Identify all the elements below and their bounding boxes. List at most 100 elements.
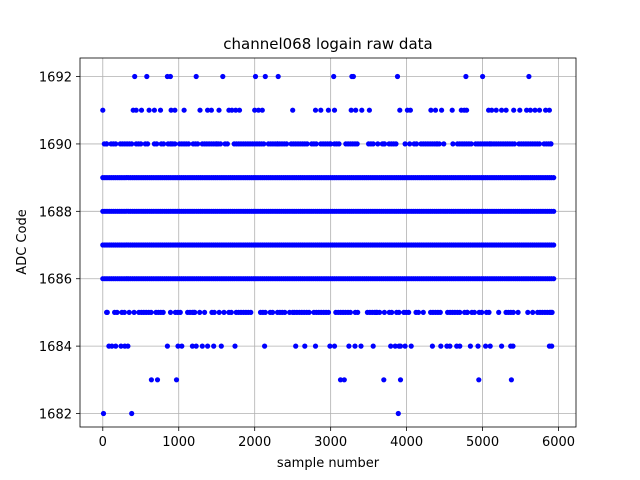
x-tick-label: 1000 [162, 435, 195, 450]
data-point [167, 73, 173, 80]
data-point [211, 309, 217, 315]
data-point [407, 107, 413, 113]
data-point [293, 343, 299, 349]
data-point [499, 343, 505, 349]
data-point [527, 107, 534, 113]
data-point [146, 107, 152, 113]
data-point [483, 343, 489, 349]
data-point [148, 309, 154, 315]
data-point [179, 343, 185, 349]
data-point [413, 141, 420, 147]
y-tick-label: 1684 [39, 340, 72, 355]
data-point [366, 107, 372, 113]
data-point [191, 309, 197, 315]
data-point [471, 309, 477, 315]
data-point [397, 343, 404, 349]
data-point [252, 107, 258, 113]
y-tick-label: 1688 [39, 205, 72, 220]
data-point [551, 276, 557, 282]
data-point [327, 343, 333, 349]
data-point [148, 377, 154, 383]
data-point [232, 343, 238, 349]
data-point [447, 343, 453, 349]
data-point [510, 309, 516, 315]
data-point [381, 309, 387, 315]
x-axis-label: sample number [277, 456, 380, 471]
data-point [420, 309, 426, 315]
y-tick-label: 1682 [39, 408, 72, 423]
data-point [290, 107, 296, 113]
data-point [480, 73, 486, 80]
data-point [415, 309, 422, 315]
data-point [463, 73, 469, 80]
data-point [220, 73, 226, 80]
data-point [208, 107, 214, 113]
data-point [331, 73, 337, 80]
data-point [113, 141, 119, 147]
data-point [131, 309, 137, 315]
data-point [525, 309, 531, 315]
data-point [524, 107, 530, 113]
data-point [161, 141, 167, 147]
data-point [487, 343, 493, 349]
data-point [261, 141, 267, 147]
data-point [270, 309, 276, 315]
data-point [193, 73, 199, 80]
data-point [487, 141, 493, 147]
data-point [358, 343, 364, 349]
data-point [118, 343, 124, 349]
data-point [328, 141, 334, 147]
data-point [543, 107, 549, 113]
data-point [138, 141, 144, 147]
data-point [347, 309, 353, 315]
data-point [359, 107, 365, 113]
data-point [373, 309, 379, 315]
y-axis-label: ADC Code [15, 209, 30, 274]
data-point [499, 107, 505, 113]
data-point [479, 309, 485, 315]
data-point [195, 141, 201, 147]
data-point [549, 343, 555, 349]
data-point [113, 343, 119, 349]
data-point [408, 343, 414, 349]
data-point [464, 309, 470, 315]
data-point [370, 141, 376, 147]
data-point [438, 343, 444, 349]
data-point [551, 242, 557, 248]
data-point [370, 343, 376, 349]
data-point [551, 208, 557, 214]
data-point [173, 377, 180, 383]
data-points [100, 73, 557, 417]
data-point [217, 141, 224, 147]
data-point [221, 309, 227, 315]
data-point [138, 107, 145, 113]
data-point [530, 309, 536, 315]
x-tick-label: 3000 [314, 435, 347, 450]
data-point [388, 343, 394, 349]
data-point [432, 107, 439, 113]
data-point [375, 141, 381, 147]
data-point [536, 141, 543, 147]
data-point [129, 141, 135, 147]
data-point [125, 343, 131, 349]
data-point [114, 309, 120, 315]
data-point [168, 107, 174, 113]
data-point [132, 73, 138, 80]
data-point [331, 343, 338, 349]
data-point [312, 107, 319, 113]
data-point [199, 343, 205, 349]
data-point [177, 309, 183, 315]
data-point [348, 107, 354, 113]
data-point [302, 343, 308, 349]
data-point [186, 141, 192, 147]
data-point [407, 141, 413, 147]
data-point [133, 107, 139, 113]
data-point [511, 107, 517, 113]
data-point [145, 141, 151, 147]
data-point [129, 410, 135, 417]
data-point [313, 141, 319, 147]
data-point [468, 141, 474, 147]
data-point [167, 309, 174, 315]
data-point [353, 107, 359, 113]
